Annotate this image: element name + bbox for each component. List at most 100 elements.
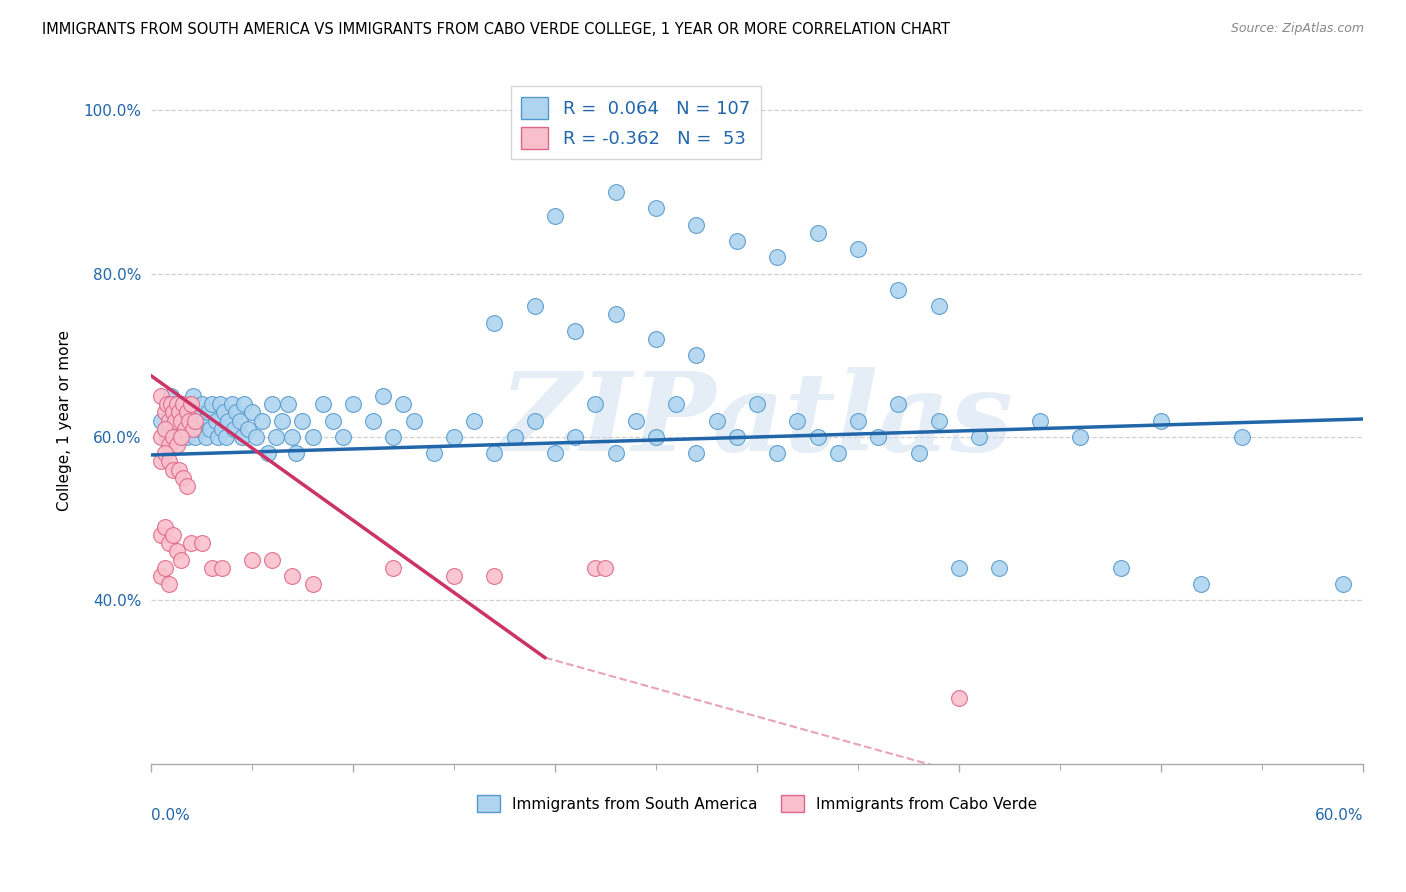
Point <box>150 454 173 468</box>
Point <box>208 397 231 411</box>
Point <box>162 528 184 542</box>
Point <box>583 397 606 411</box>
Point <box>645 201 668 215</box>
Point <box>257 446 280 460</box>
Point <box>846 414 869 428</box>
Point <box>198 422 221 436</box>
Point <box>153 560 176 574</box>
Point <box>564 324 586 338</box>
Point <box>201 397 224 411</box>
Point <box>150 569 173 583</box>
Point <box>301 577 323 591</box>
Point <box>157 454 180 468</box>
Point <box>176 405 198 419</box>
Point <box>685 446 707 460</box>
Point <box>645 430 668 444</box>
Point <box>190 536 212 550</box>
Point <box>221 397 243 411</box>
Point <box>595 560 617 574</box>
Point <box>928 299 950 313</box>
Point <box>166 438 188 452</box>
Point <box>605 446 627 460</box>
Point <box>361 414 384 428</box>
Point <box>503 430 526 444</box>
Point <box>484 446 506 460</box>
Point <box>176 430 198 444</box>
Point <box>706 414 728 428</box>
Point <box>157 536 180 550</box>
Point <box>183 389 205 403</box>
Point <box>170 414 193 428</box>
Point <box>402 414 425 428</box>
Point <box>544 446 567 460</box>
Point <box>544 210 567 224</box>
Point <box>183 422 205 436</box>
Point <box>193 414 215 428</box>
Point <box>170 552 193 566</box>
Point <box>170 422 193 436</box>
Point <box>1230 430 1253 444</box>
Legend: Immigrants from South America, Immigrants from Cabo Verde: Immigrants from South America, Immigrant… <box>471 789 1043 818</box>
Point <box>887 283 910 297</box>
Point <box>245 430 267 444</box>
Point <box>184 430 207 444</box>
Point <box>322 414 344 428</box>
Point <box>176 479 198 493</box>
Point <box>225 405 247 419</box>
Point <box>179 397 201 411</box>
Point <box>229 414 252 428</box>
Point <box>212 405 235 419</box>
Text: Source: ZipAtlas.com: Source: ZipAtlas.com <box>1230 22 1364 36</box>
Point <box>162 463 184 477</box>
Point <box>583 560 606 574</box>
Point <box>166 544 188 558</box>
Point <box>806 226 828 240</box>
Point <box>443 569 465 583</box>
Point <box>277 397 299 411</box>
Point <box>211 422 233 436</box>
Point <box>484 569 506 583</box>
Point <box>301 430 323 444</box>
Point <box>153 405 176 419</box>
Point <box>1331 577 1354 591</box>
Point <box>523 414 546 428</box>
Point <box>948 691 970 706</box>
Point <box>150 528 173 542</box>
Point <box>240 405 263 419</box>
Point <box>887 397 910 411</box>
Point <box>174 422 197 436</box>
Point <box>215 430 238 444</box>
Point <box>166 397 188 411</box>
Point <box>172 405 194 419</box>
Point <box>312 397 335 411</box>
Point <box>342 397 364 411</box>
Point <box>150 389 173 403</box>
Y-axis label: College, 1 year or more: College, 1 year or more <box>58 330 72 511</box>
Point <box>1150 414 1173 428</box>
Point <box>240 552 263 566</box>
Point <box>745 397 768 411</box>
Point <box>217 414 239 428</box>
Point <box>1109 560 1132 574</box>
Point <box>262 552 284 566</box>
Point <box>169 463 191 477</box>
Point <box>624 414 647 428</box>
Point <box>250 414 273 428</box>
Point <box>948 560 970 574</box>
Point <box>232 397 254 411</box>
Point <box>846 242 869 256</box>
Point <box>160 397 183 411</box>
Point <box>382 560 405 574</box>
Point <box>382 430 405 444</box>
Point <box>281 430 304 444</box>
Point <box>484 316 506 330</box>
Point <box>157 577 180 591</box>
Point <box>180 414 202 428</box>
Point <box>281 569 304 583</box>
Point <box>180 397 202 411</box>
Point <box>186 405 208 419</box>
Point <box>523 299 546 313</box>
Point <box>645 332 668 346</box>
Point <box>231 430 253 444</box>
Point <box>236 422 259 436</box>
